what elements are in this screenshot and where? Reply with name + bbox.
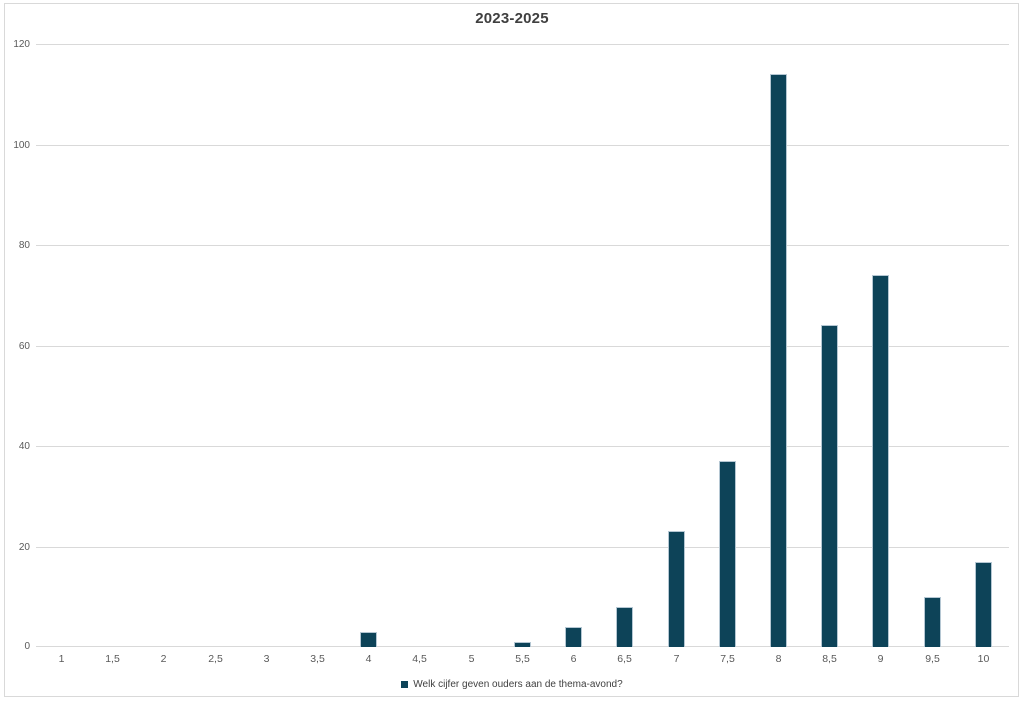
gridline-y-100 [36,145,1009,146]
bar-6 [565,627,582,647]
legend: Welk cijfer geven ouders aan de thema-av… [0,679,1024,690]
x-tick-label-9,5: 9,5 [925,653,940,665]
legend-series-label: Welk cijfer geven ouders aan de thema-av… [413,679,623,690]
x-tick-label-3: 3 [263,653,270,665]
y-tick-label-0: 0 [24,641,30,652]
y-tick-label-80: 80 [18,240,30,251]
bar-10 [975,562,992,647]
x-tick-label-10: 10 [977,653,990,665]
plot-area [36,44,1009,647]
gridline-y-40 [36,446,1009,447]
x-tick-label-2: 2 [160,653,167,665]
gridline-y-120 [36,44,1009,45]
y-tick-label-20: 20 [18,542,30,553]
legend-series-marker-icon [401,681,409,688]
bar-9 [872,275,889,647]
bar-8,5 [821,325,838,647]
x-tick-label-3,5: 3,5 [310,653,325,665]
gridline-y-60 [36,346,1009,347]
bar-5,5 [514,642,531,647]
x-tick-label-7,5: 7,5 [720,653,735,665]
y-tick-label-120: 120 [13,39,30,50]
gridline-y-20 [36,547,1009,548]
gridline-y-80 [36,245,1009,246]
y-tick-label-100: 100 [13,140,30,151]
bar-9,5 [924,597,941,647]
bar-7 [668,531,685,647]
x-tick-label-4: 4 [365,653,372,665]
y-tick-label-60: 60 [18,341,30,352]
x-tick-label-6,5: 6,5 [617,653,632,665]
bar-4 [360,632,377,647]
x-tick-label-8: 8 [775,653,782,665]
bar-8 [770,74,787,647]
y-tick-label-40: 40 [18,441,30,452]
bar-6,5 [616,607,633,647]
x-tick-label-8,5: 8,5 [822,653,837,665]
x-tick-label-5: 5 [468,653,475,665]
bar-7,5 [719,461,736,647]
x-tick-label-6: 6 [570,653,577,665]
x-tick-label-4,5: 4,5 [412,653,427,665]
x-tick-label-7: 7 [673,653,680,665]
x-tick-label-1: 1 [58,653,65,665]
x-tick-label-5,5: 5,5 [515,653,530,665]
x-tick-label-9: 9 [877,653,884,665]
x-axis: 1 1,5 2 2,5 3 3,5 4 4,5 5 5,5 6 6,5 7 7,5 8 8,5 9 9,5 10 [36,653,1009,667]
x-tick-label-1,5: 1,5 [105,653,120,665]
chart-title: 2023-2025 [475,10,549,27]
x-tick-label-2,5: 2,5 [208,653,223,665]
